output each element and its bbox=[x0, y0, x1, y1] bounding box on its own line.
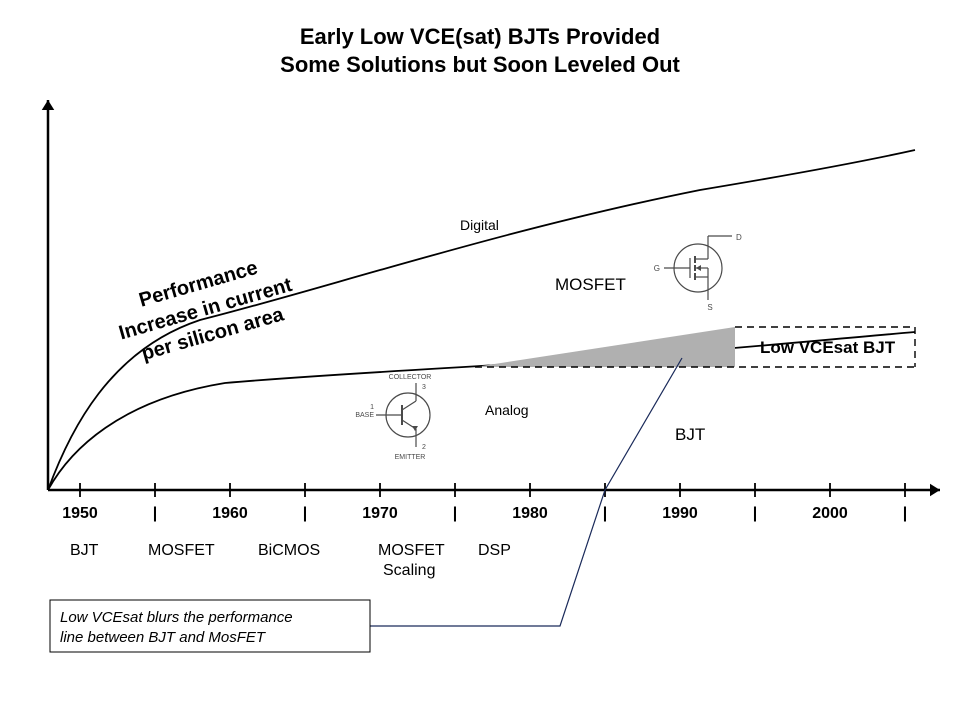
era-label: BJT bbox=[70, 542, 99, 559]
svg-text:2: 2 bbox=[422, 444, 426, 451]
digital-region-label: Digital bbox=[460, 217, 499, 233]
note-line-1: Low VCEsat blurs the performance bbox=[60, 609, 293, 626]
svg-text:1990: 1990 bbox=[662, 505, 698, 522]
era-label: BiCMOS bbox=[258, 542, 320, 559]
chart-title-line-1: Early Low VCE(sat) BJTs Provided bbox=[300, 24, 660, 49]
svg-text:|: | bbox=[153, 505, 157, 522]
svg-text:1960: 1960 bbox=[212, 505, 248, 522]
svg-text:COLLECTOR: COLLECTOR bbox=[389, 374, 432, 381]
svg-text:1: 1 bbox=[370, 404, 374, 411]
svg-text:3: 3 bbox=[422, 384, 426, 391]
era-label: DSP bbox=[478, 542, 511, 559]
svg-text:|: | bbox=[303, 505, 307, 522]
svg-text:D: D bbox=[736, 233, 742, 242]
performance-timeline-chart: Early Low VCE(sat) BJTs Provided Some So… bbox=[0, 0, 960, 720]
svg-text:1980: 1980 bbox=[512, 505, 548, 522]
svg-text:|: | bbox=[603, 505, 607, 522]
svg-text:|: | bbox=[453, 505, 457, 522]
era-label: MOSFET bbox=[148, 542, 215, 559]
svg-text:EMITTER: EMITTER bbox=[395, 454, 426, 461]
svg-text:|: | bbox=[753, 505, 757, 522]
svg-text:G: G bbox=[654, 264, 660, 273]
low-vcesat-label: Low VCEsat BJT bbox=[760, 338, 896, 357]
svg-text:|: | bbox=[903, 505, 907, 522]
svg-text:1950: 1950 bbox=[62, 505, 98, 522]
mosfet-region-label: MOSFET bbox=[555, 275, 626, 294]
svg-text:BASE: BASE bbox=[355, 412, 374, 419]
era-label: Scaling bbox=[383, 562, 435, 579]
bjt-region-label: BJT bbox=[675, 425, 705, 444]
note-line-2: line between BJT and MosFET bbox=[60, 629, 267, 646]
svg-text:1970: 1970 bbox=[362, 505, 398, 522]
analog-region-label: Analog bbox=[485, 402, 529, 418]
era-label: MOSFET bbox=[378, 542, 445, 559]
chart-title-line-2: Some Solutions but Soon Leveled Out bbox=[280, 52, 680, 77]
svg-text:2000: 2000 bbox=[812, 505, 848, 522]
svg-text:S: S bbox=[707, 303, 712, 312]
